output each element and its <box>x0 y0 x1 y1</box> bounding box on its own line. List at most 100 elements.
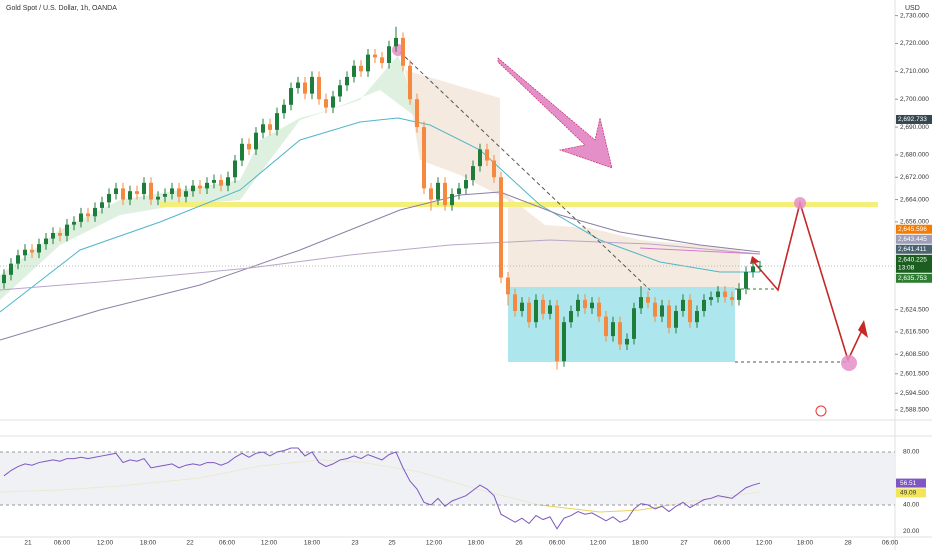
x-tick-label: 06:00 <box>54 540 71 547</box>
candle-body <box>380 57 384 63</box>
candle-body <box>373 54 377 58</box>
arrow-head <box>858 320 868 338</box>
candle-body <box>37 244 41 253</box>
y-tick-label: 2,690.000 <box>900 124 929 131</box>
x-tick-label: 18:00 <box>797 540 814 547</box>
candle-body <box>688 299 692 323</box>
candle-body <box>590 302 594 309</box>
x-tick-label: 06:00 <box>882 540 899 547</box>
y-tick-label: 2,664.000 <box>900 196 929 203</box>
price-badge-label: 2,692.733 <box>898 116 927 123</box>
candle-body <box>716 291 720 298</box>
marker-circle <box>841 355 857 371</box>
candle-body <box>219 180 223 186</box>
candle-body <box>317 76 321 100</box>
y-tick-label: 2,588.500 <box>900 407 929 414</box>
candle-body <box>310 76 314 94</box>
candle-body <box>282 104 286 114</box>
event-icon[interactable] <box>815 405 827 417</box>
candle-body <box>23 249 27 256</box>
candle-body <box>338 85 342 97</box>
candle-body <box>709 297 713 300</box>
candle-body <box>443 182 447 206</box>
candle-body <box>401 37 405 66</box>
x-tick-label: 18:00 <box>304 540 321 547</box>
price-badge <box>896 273 932 283</box>
price-badge-label: 2,640.225 <box>898 256 927 263</box>
candle-body <box>667 305 671 328</box>
candle-body <box>751 266 755 273</box>
candle-body <box>345 76 349 86</box>
y-tick-label: 2,710.000 <box>900 68 929 75</box>
candle-body <box>506 277 510 295</box>
candle-body <box>436 182 440 200</box>
y-tick-label: 2,594.500 <box>900 390 929 397</box>
y-tick-label: 2,700.000 <box>900 96 929 103</box>
y-tick-label: 2,601.500 <box>900 370 929 377</box>
candle-body <box>79 213 83 222</box>
candle-body <box>723 291 727 298</box>
candle-body <box>212 180 216 183</box>
candle-body <box>72 221 76 225</box>
candle-body <box>177 188 181 197</box>
x-tick-label: 23 <box>351 540 359 547</box>
y-tick-label: 2,656.000 <box>900 219 929 226</box>
candle-body <box>128 191 132 200</box>
x-tick-label: 12:00 <box>261 540 278 547</box>
x-tick-label: 12:00 <box>97 540 114 547</box>
candle-body <box>289 88 293 105</box>
candle-body <box>499 177 503 278</box>
down-arrow <box>497 57 613 169</box>
candle-body <box>107 193 111 203</box>
ma-slow <box>0 191 761 341</box>
rsi-tick-label: 40.00 <box>903 502 920 509</box>
candle-body <box>163 193 167 197</box>
y-tick-label: 2,672.000 <box>900 174 929 181</box>
candle-body <box>618 322 622 345</box>
candle-body <box>254 132 258 150</box>
candle-body <box>394 37 398 47</box>
x-tick-label: 18:00 <box>468 540 485 547</box>
candle-body <box>296 82 300 89</box>
candle-body <box>352 65 356 77</box>
rsi-ma-badge-label: 49.09 <box>900 490 917 497</box>
candle-body <box>541 299 545 314</box>
candle-body <box>247 143 251 150</box>
x-tick-label: 25 <box>388 540 396 547</box>
candle-body <box>569 311 573 323</box>
candle-body <box>86 213 90 217</box>
candle-body <box>597 302 601 317</box>
rsi-badge <box>896 478 926 488</box>
resistance-band <box>160 202 878 207</box>
rsi-tick-label: 80.00 <box>903 449 920 456</box>
candle-body <box>730 297 734 300</box>
price-badge <box>896 254 932 273</box>
candle-body <box>660 305 664 317</box>
candle-body <box>9 263 13 275</box>
y-tick-label: 2,730.000 <box>900 12 929 19</box>
candle-body <box>478 149 482 167</box>
candle-body <box>121 188 125 200</box>
currency: USD <box>905 5 920 12</box>
candle-body <box>744 272 748 289</box>
candle-body <box>625 338 629 345</box>
rsi-badge-label: 56.51 <box>900 480 917 487</box>
ma-fast <box>0 117 760 313</box>
candle-body <box>632 308 636 339</box>
candle-body <box>268 124 272 130</box>
candle-body <box>429 188 433 200</box>
cloud-green <box>0 55 420 300</box>
x-tick-label: 28 <box>844 540 852 547</box>
candle-body <box>527 302 531 323</box>
candle-body <box>58 232 62 236</box>
candle-body <box>758 265 762 267</box>
x-tick-label: 18:00 <box>632 540 649 547</box>
candle-body <box>737 288 741 300</box>
candle-body <box>471 166 475 181</box>
x-tick-label: 06:00 <box>714 540 731 547</box>
candle-body <box>387 46 391 63</box>
y-tick-label: 2,720.000 <box>900 40 929 47</box>
y-tick-label: 2,624.500 <box>900 306 929 313</box>
candle-body <box>422 127 426 189</box>
candle-body <box>359 65 363 72</box>
